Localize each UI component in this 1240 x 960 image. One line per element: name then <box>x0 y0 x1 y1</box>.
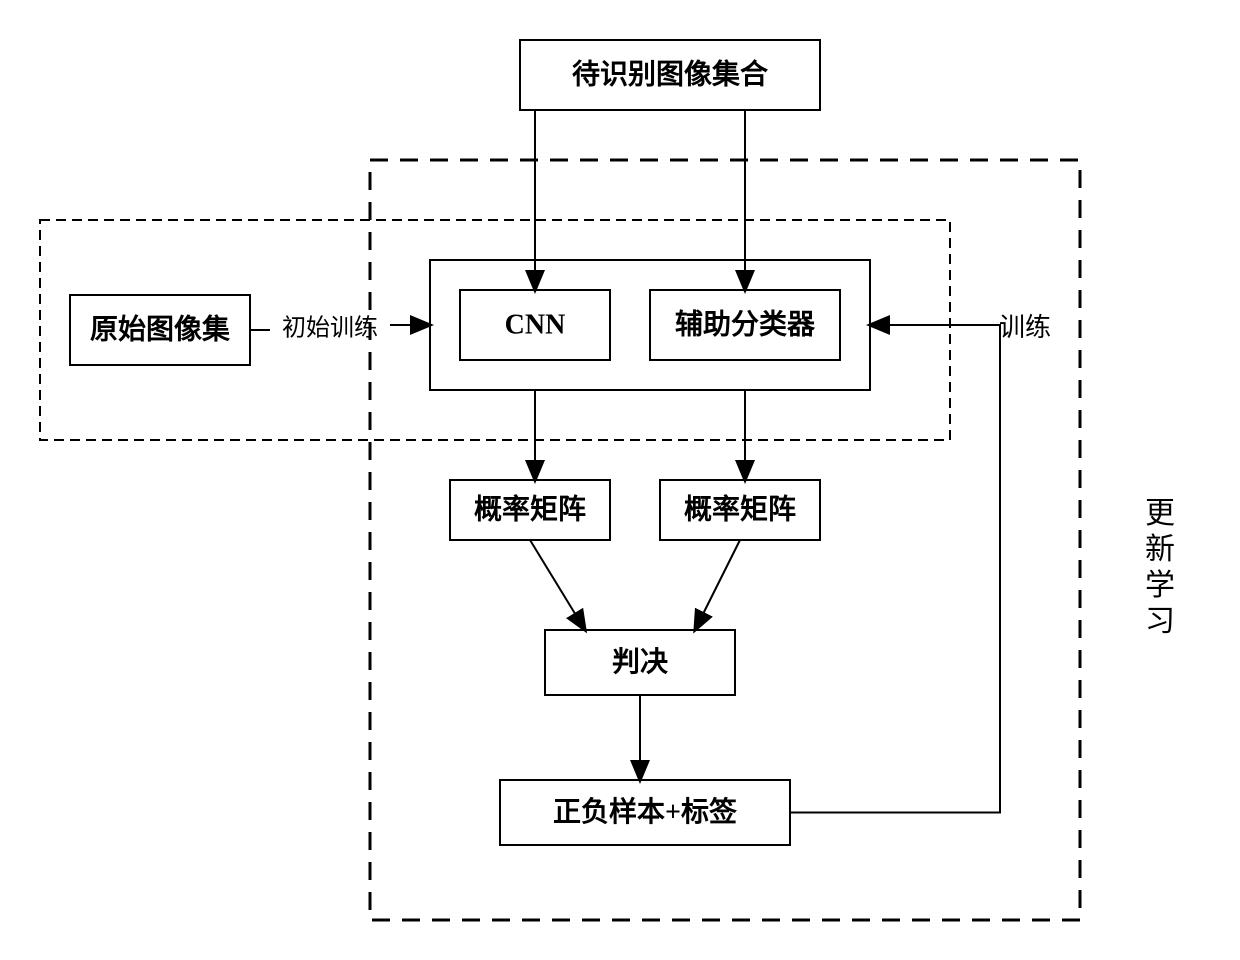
init-train-label: 初始训练 <box>282 315 378 342</box>
arrow-prob1-to-decision <box>530 540 585 630</box>
input-box-label: 待识别图像集合 <box>572 57 769 90</box>
samples-box-label: 正负样本+标签 <box>553 795 737 828</box>
train-label: 训练 <box>999 313 1051 342</box>
cnn-box-label: CNN <box>505 309 566 340</box>
prob-matrix-1-box-label: 概率矩阵 <box>474 492 586 525</box>
aux-classifier-box-label: 辅助分类器 <box>675 308 816 340</box>
arrow-feedback-loop <box>790 325 1000 813</box>
update-learn-label: 更新学习 <box>1145 497 1175 638</box>
arrow-prob2-to-decision <box>695 540 740 630</box>
decision-box-label: 判决 <box>612 646 668 678</box>
original-images-box-label: 原始图像集 <box>90 313 230 345</box>
prob-matrix-2-box-label: 概率矩阵 <box>684 492 796 525</box>
